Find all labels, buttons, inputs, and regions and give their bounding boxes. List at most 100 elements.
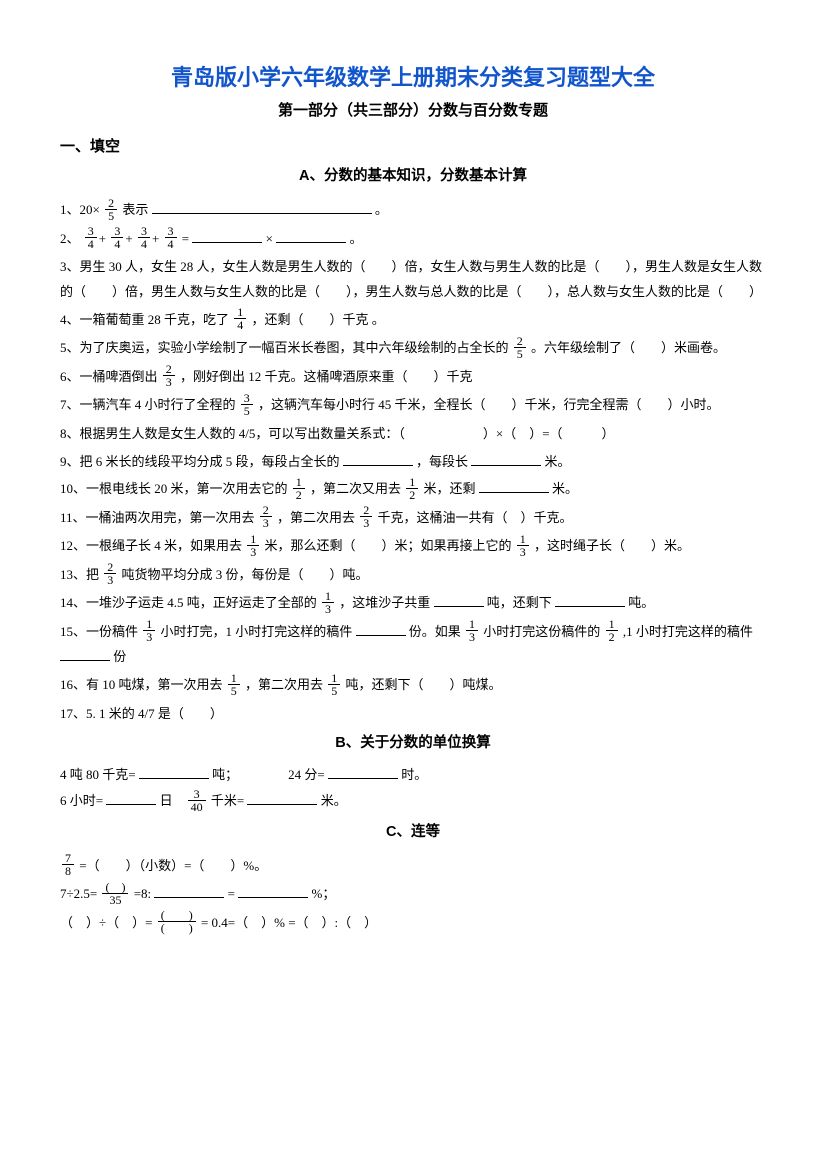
q1-post: 表示 [122,202,148,217]
frac-paren-paren: ( )( ) [158,909,196,934]
q6-a: 6、一桶啤酒倒出 [60,369,158,384]
main-title: 青岛版小学六年级数学上册期末分类复习题型大全 [60,60,766,95]
blank [192,230,262,243]
question-2: 2、 34+ 34+ 34+ 34 = × 。 [60,227,766,253]
frac-3-5: 35 [241,392,253,417]
blank [247,792,317,805]
c-question-3: （ ）÷（ ）= ( )( ) = 0.4=（ ）% =（ ）:（ ） [60,911,766,937]
blank [139,766,209,779]
question-8: 8、根据男生人数是女生人数的 4/5，可以写出数量关系式：（ ）×（ ）=（ ） [60,422,766,447]
q15-b: 小时打完，1 小时打完这样的稿件 [161,624,353,639]
c1-text: =（ ）（小数）=（ ）%。 [79,858,267,873]
q14-a: 14、一堆沙子运走 4.5 吨，正好运走了全部的 [60,595,317,610]
b1-c: 24 分= [288,767,325,782]
q9-c: 米。 [545,454,571,469]
blank [154,885,224,898]
question-15: 15、一份稿件 13 小时打完，1 小时打完这样的稿件 份。如果 13 小时打完… [60,620,766,670]
frac-1-2-b: 12 [406,476,418,501]
q16-c: 吨，还剩下（ ）吨煤。 [346,677,502,692]
b2-b: 日 [160,793,173,808]
q15-d: 小时打完这份稿件的 [483,624,600,639]
q1-pre: 1、20× [60,202,100,217]
q15-c: 份。如果 [409,624,461,639]
sub-title: 第一部分（共三部分）分数与百分数专题 [60,99,766,123]
question-10: 10、一根电线长 20 米，第一次用去它的 12 ，第二次又用去 12 米，还剩… [60,477,766,503]
q6-b: ，刚好倒出 12 千克。这桶啤酒原来重（ ）千克 [180,369,473,384]
b2-d: 米。 [321,793,347,808]
frac-1-3-a: 13 [247,533,259,558]
b2-c: 千米= [211,793,244,808]
q11-b: ，第二次用去 [277,510,355,525]
question-17: 17、5. 1 米的 4/7 是（ ） [60,702,766,727]
q13-a: 13、把 [60,567,99,582]
frac-3-4-3: 34 [138,225,150,250]
question-16: 16、有 10 吨煤，第一次用去 15 ，第二次用去 15 吨，还剩下（ ）吨煤… [60,673,766,699]
question-6: 6、一桶啤酒倒出 23 ，刚好倒出 12 千克。这桶啤酒原来重（ ）千克 [60,365,766,391]
q14-b: ，这堆沙子共重 [339,595,430,610]
frac-1-5-a: 15 [228,672,240,697]
q4-a: 4、一箱葡萄重 28 千克，吃了 [60,312,229,327]
q4-b: ，还剩（ ）千克 。 [252,312,385,327]
q2-mul: × [266,231,273,246]
frac-2-3-b: 23 [260,504,272,529]
q10-d: 米。 [552,481,578,496]
blank [434,594,484,607]
unit-row-2: 6 小时= 日 340 千米= 米。 [60,789,766,815]
blank [238,885,308,898]
q11-a: 11、一桶油两次用完，第一次用去 [60,510,255,525]
q10-c: 米，还剩 [424,481,476,496]
blank [106,792,156,805]
frac-2-3-d: 23 [104,561,116,586]
q12-a: 12、一根绳子长 4 米，如果用去 [60,538,242,553]
frac-1-5-b: 15 [328,672,340,697]
q16-b: ，第二次用去 [245,677,323,692]
q10-a: 10、一根电线长 20 米，第一次用去它的 [60,481,288,496]
question-7: 7、一辆汽车 4 小时行了全程的 35 ，这辆汽车每小时行 45 千米，全程长（… [60,393,766,419]
frac-2-3-c: 23 [360,504,372,529]
frac-7-8: 78 [62,852,74,877]
question-9: 9、把 6 米长的线段平均分成 5 段，每段占全长的 ，每段长 米。 [60,450,766,475]
frac-1-3-c: 13 [322,590,334,615]
question-5: 5、为了庆奥运，实验小学绘制了一幅百米长卷图，其中六年级绘制的占全长的 25 。… [60,336,766,362]
c2-b: =8: [134,886,151,901]
q15-f: 份 [113,649,126,664]
b1-a: 4 吨 80 千克= [60,767,136,782]
q7-b: ，这辆汽车每小时行 45 千米，全程长（ ）千米，行完全程需（ ）小时。 [258,397,720,412]
frac-2-5: 25 [105,197,117,222]
q9-b: ，每段长 [416,454,468,469]
b1-b: 吨； [212,767,238,782]
b2-a: 6 小时= [60,793,103,808]
unit-row-1: 4 吨 80 千克= 吨； 24 分= 时。 [60,765,766,786]
c-question-2: 7÷2.5= ( )35 =8: = %； [60,882,766,908]
frac-1-2-a: 12 [293,476,305,501]
q5-b: 。六年级绘制了（ ）米画卷。 [531,340,726,355]
heading-b: B、关于分数的单位换算 [60,732,766,755]
c2-c: = [228,886,235,901]
frac-1-3-d: 13 [143,618,155,643]
q14-c: 吨，还剩下 [487,595,552,610]
blank [343,453,413,466]
blank [276,230,346,243]
q2-eq: = [182,231,189,246]
question-13: 13、把 23 吨货物平均分成 3 份，每份是（ ）吨。 [60,563,766,589]
frac-2-5-b: 25 [514,335,526,360]
q13-b: 吨货物平均分成 3 份，每份是（ ）吨。 [122,567,369,582]
question-14: 14、一堆沙子运走 4.5 吨，正好运走了全部的 13 ，这堆沙子共重 吨，还剩… [60,591,766,617]
frac-3-40: 340 [188,788,206,813]
frac-paren-35: ( )35 [102,881,128,906]
q16-a: 16、有 10 吨煤，第一次用去 [60,677,223,692]
b1-right: 24 分= 时。 [288,765,427,786]
b1-d: 时。 [401,767,427,782]
blank [328,766,398,779]
q2-end: 。 [349,231,362,246]
frac-3-4-4: 34 [165,225,177,250]
q9-a: 9、把 6 米长的线段平均分成 5 段，每段占全长的 [60,454,340,469]
c3-b: = 0.4=（ ）% =（ ）:（ ） [201,915,377,930]
question-1: 1、20× 25 表示 。 [60,198,766,224]
section-1-heading: 一、填空 [60,135,766,159]
heading-c: C、连等 [60,821,766,844]
q12-b: 米，那么还剩（ ）米；如果再接上它的 [265,538,512,553]
c2-d: %； [312,886,336,901]
q2-pre: 2、 [60,231,80,246]
q15-a: 15、一份稿件 [60,624,138,639]
